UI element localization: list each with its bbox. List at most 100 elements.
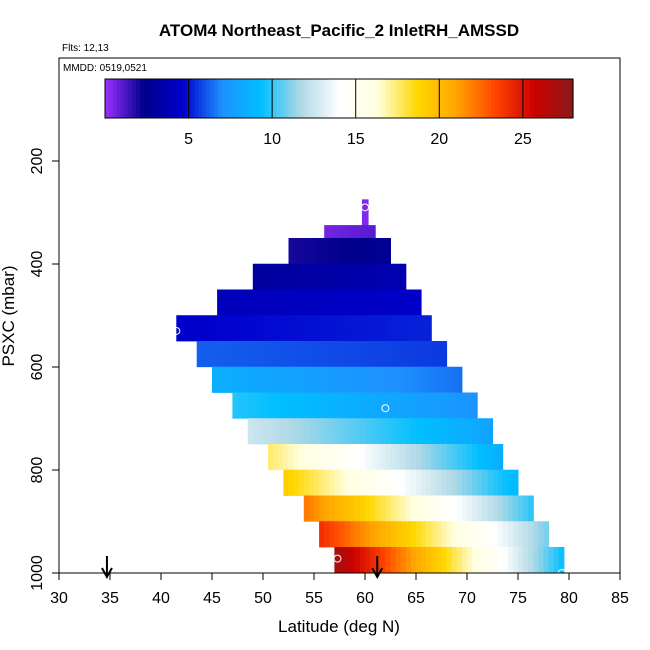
colorbar-swatch: [132, 79, 137, 118]
heatmap-cell: [329, 340, 335, 355]
heatmap-cell: [329, 405, 335, 419]
heatmap-cell: [247, 431, 254, 445]
heatmap-cell: [339, 469, 346, 484]
heatmap-cell: [349, 263, 356, 278]
heatmap-cell: [416, 431, 422, 445]
heatmap-cell: [365, 482, 371, 496]
heatmap-cell: [334, 559, 340, 574]
heatmap-cell: [268, 340, 274, 355]
x-tick-label: 65: [407, 590, 425, 607]
heatmap-cell: [334, 366, 340, 381]
heatmap-cell: [441, 508, 448, 522]
heatmap-cell: [472, 443, 478, 458]
heatmap-cell: [523, 495, 529, 509]
heatmap-cell: [298, 456, 305, 471]
heatmap-cell: [252, 418, 259, 432]
heatmap-cell: [472, 534, 478, 548]
heatmap-cell: [365, 225, 371, 239]
heatmap-cell: [370, 546, 376, 561]
heatmap-cell: [257, 302, 264, 316]
heatmap-cell: [436, 546, 442, 561]
heatmap-cell: [528, 508, 534, 522]
heatmap-cell: [370, 328, 376, 342]
colorbar-swatch: [381, 79, 387, 118]
heatmap-cell: [365, 521, 371, 535]
heatmap-cell: [405, 366, 412, 381]
heatmap-cell: [375, 405, 381, 419]
colorbar-swatch: [514, 79, 519, 118]
heatmap-cell: [497, 456, 504, 471]
heatmap-cell: [375, 521, 381, 535]
colorbar-swatch: [420, 79, 426, 118]
heatmap-cell: [359, 482, 366, 496]
heatmap-cell: [212, 340, 218, 355]
heatmap-cell: [451, 392, 458, 406]
heatmap-cell: [553, 559, 560, 574]
heatmap-cell: [370, 353, 376, 368]
heatmap-cell: [410, 353, 417, 368]
heatmap-cell: [319, 495, 325, 509]
heatmap-cell: [344, 534, 351, 548]
heatmap-cell: [252, 340, 259, 355]
heatmap-cell: [257, 315, 264, 329]
heatmap-cell: [349, 482, 356, 496]
heatmap-cell: [507, 495, 514, 509]
heatmap-cell: [456, 495, 463, 509]
heatmap-cell: [405, 482, 412, 496]
heatmap-cell: [436, 559, 442, 574]
heatmap-cell: [370, 443, 376, 458]
heatmap-cell: [308, 237, 315, 252]
heatmap-cell: [436, 482, 442, 496]
heatmap-cell: [201, 328, 208, 342]
heatmap-cell: [339, 546, 346, 561]
heatmap-cell: [288, 276, 295, 290]
heatmap-cell: [298, 418, 305, 432]
heatmap-cell: [426, 418, 432, 432]
heatmap-cell: [359, 237, 366, 252]
heatmap-cell: [380, 328, 386, 342]
heatmap-cell: [359, 263, 366, 278]
heatmap-cell: [339, 366, 346, 381]
heatmap-cell: [349, 521, 356, 535]
heatmap-cell: [523, 508, 529, 522]
heatmap-cell: [339, 289, 346, 303]
colorbar-swatch: [459, 79, 465, 118]
heatmap-cell: [354, 392, 361, 406]
heatmap-cell: [477, 418, 483, 432]
heatmap-cell: [416, 289, 422, 303]
colorbar-swatch: [530, 79, 535, 118]
heatmap-cell: [461, 559, 468, 574]
heatmap-cell: [365, 469, 371, 484]
heatmap-cell: [487, 431, 493, 445]
heatmap-cell: [344, 495, 351, 509]
heatmap-cell: [370, 508, 376, 522]
heatmap-cell: [395, 392, 402, 406]
heatmap-cell: [497, 482, 504, 496]
heatmap-cell: [421, 353, 427, 368]
heatmap-cell: [385, 237, 391, 252]
heatmap-cell: [492, 534, 499, 548]
heatmap-cell: [421, 482, 427, 496]
heatmap-cell: [441, 559, 448, 574]
heatmap-cell: [416, 495, 422, 509]
heatmap-cell: [482, 534, 488, 548]
heatmap-cell: [283, 289, 289, 303]
heatmap-cell: [329, 276, 335, 290]
heatmap-cell: [395, 546, 402, 561]
heatmap-cell: [344, 508, 351, 522]
colorbar-swatch: [569, 79, 574, 118]
heatmap-cell: [375, 482, 381, 496]
heatmap-cell: [303, 366, 310, 381]
heatmap-cell: [227, 353, 233, 368]
heatmap-cell: [237, 366, 244, 381]
heatmap-cell: [308, 456, 315, 471]
heatmap-cell: [426, 495, 432, 509]
colorbar-swatch: [565, 79, 570, 118]
heatmap-cell: [191, 315, 198, 329]
heatmap-cell: [329, 482, 335, 496]
heatmap-cell: [263, 392, 269, 406]
heatmap-cell: [278, 315, 284, 329]
heatmap-cell: [344, 482, 351, 496]
heatmap-cell: [293, 443, 300, 458]
heatmap-cell: [344, 521, 351, 535]
